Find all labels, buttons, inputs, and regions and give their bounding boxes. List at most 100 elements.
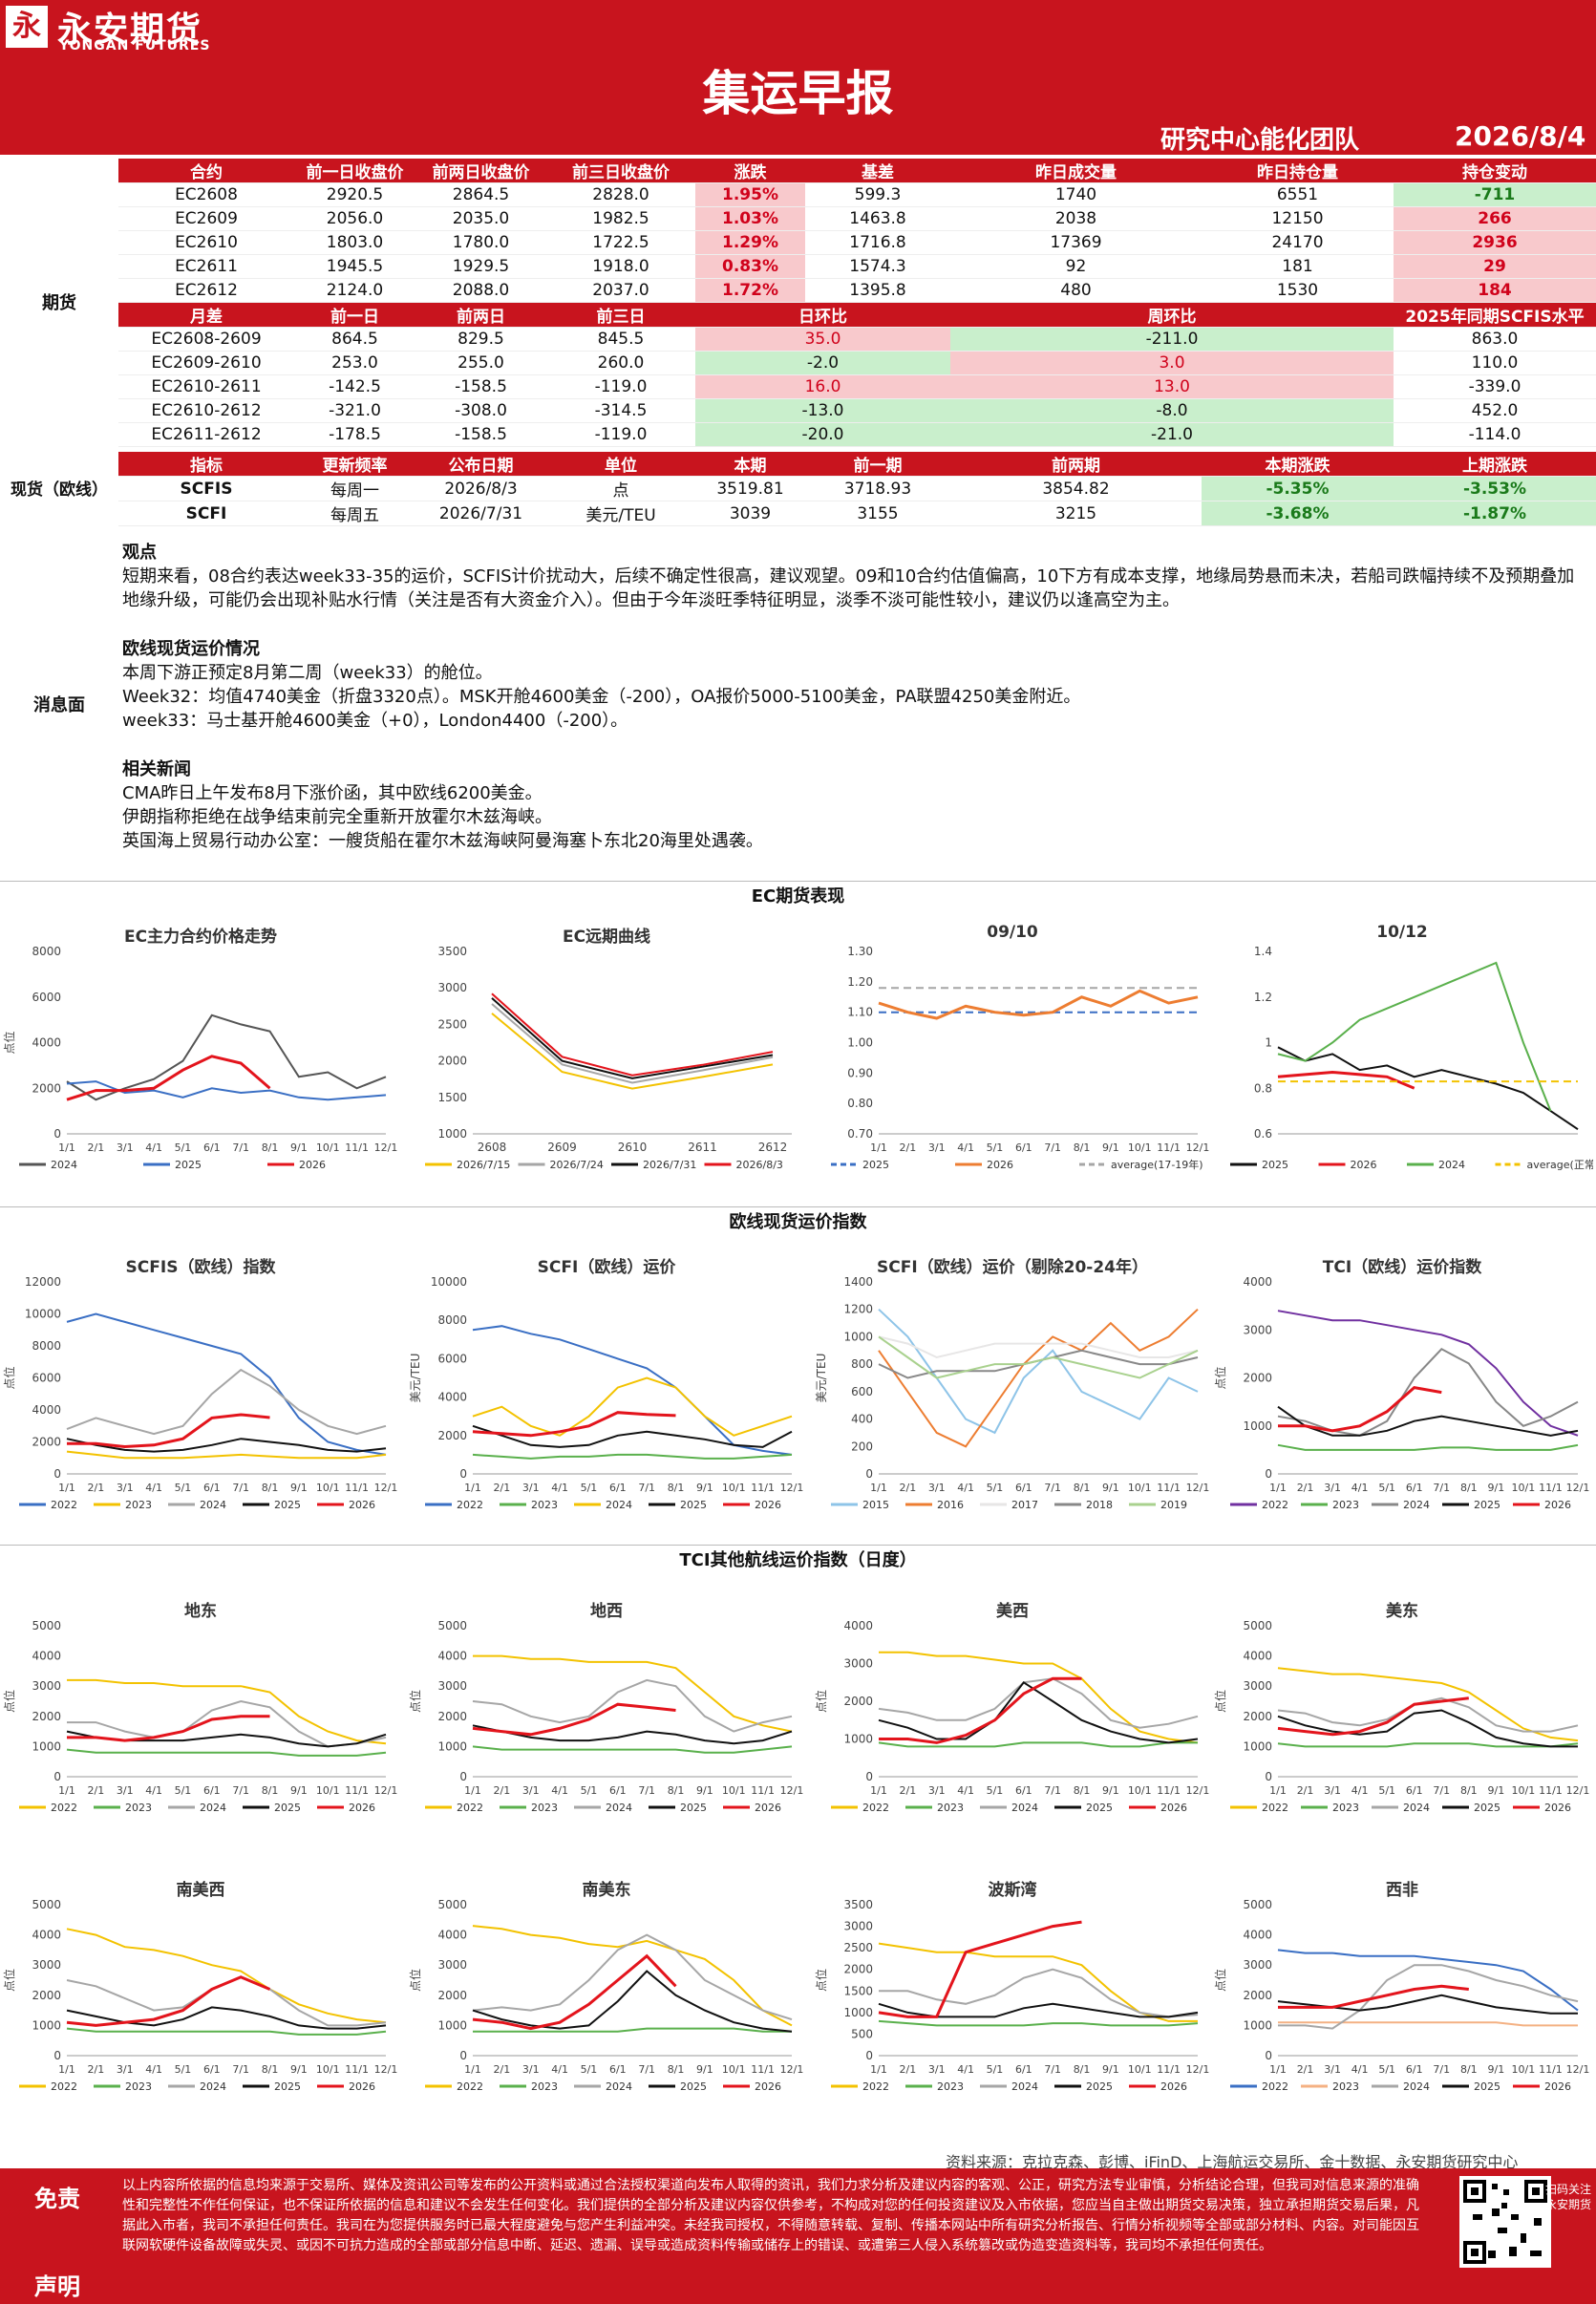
table-cell: 2037.0 — [546, 278, 695, 303]
y-tick-label: 1000 — [32, 1739, 61, 1753]
x-tick-label: 9/1 — [1102, 1784, 1119, 1797]
divider — [0, 881, 1596, 882]
y-axis-label: 点位 — [1213, 1690, 1227, 1713]
chart-title: 波斯湾 — [988, 1881, 1037, 1900]
y-tick-label: 1.30 — [847, 945, 873, 958]
futures-table: 合约 前一日收盘价 前两日收盘价 前三日收盘价 涨跌 基差 昨日成交量 昨日持仓量 持仓变动 EC… — [118, 159, 1596, 447]
y-axis-label: 美元/TEU — [409, 1354, 422, 1403]
y-tick-label: 3000 — [32, 1958, 61, 1972]
x-tick-label: 1/1 — [870, 1141, 887, 1154]
y-tick-label: 4000 — [32, 1403, 61, 1417]
x-tick-label: 4/1 — [957, 1141, 974, 1154]
legend-label: 2022 — [51, 1499, 77, 1511]
x-tick-label: 1/1 — [1269, 1482, 1287, 1494]
x-tick-label: 11/1 — [1539, 1784, 1563, 1797]
y-axis-label: 点位 — [2, 1690, 16, 1713]
x-tick-label: 11/1 — [1157, 2063, 1181, 2076]
table-cell: -119.0 — [546, 374, 695, 399]
legend-label: 2025 — [1474, 1802, 1500, 1814]
x-tick-label: 8/1 — [1074, 2063, 1091, 2076]
table-cell: -142.5 — [294, 374, 415, 399]
table-cell: -158.5 — [415, 422, 546, 447]
disclaimer-label-1: 免责 — [34, 2186, 80, 2212]
table-cell: -2.0 — [695, 351, 950, 375]
chart-plot: 5000 4000 3000 2000 1000 0 点位 1/1 2/1 3/1 4/1 5/1 6/… — [1213, 1619, 1589, 1814]
x-tick-label: 8/1 — [262, 1482, 279, 1494]
team-name: 研究中心能化团队 — [1160, 126, 1360, 155]
table-cell: 29 — [1394, 254, 1596, 279]
table-cell: -1.87% — [1394, 501, 1596, 526]
table-cell: 1803.0 — [294, 230, 415, 255]
x-tick-label: 6/1 — [1015, 1784, 1032, 1797]
x-tick-label: 6/1 — [609, 1482, 627, 1494]
x-tick-label: 7/1 — [232, 1784, 249, 1797]
y-tick-label: 2500 — [843, 1941, 873, 1954]
x-tick-label: 1/1 — [870, 2063, 887, 2076]
chart-plot: 1.4 1.2 1 0.8 0.6 2025 2026 2024 average(正常年份) — [1230, 945, 1593, 1171]
y-tick-label: 4000 — [437, 1650, 467, 1663]
x-tick-label: 12/1 — [1186, 1141, 1210, 1154]
x-tick-label: 1/1 — [464, 1784, 481, 1797]
x-tick-label: 2/1 — [1297, 1784, 1314, 1797]
y-tick-label: 1500 — [843, 1984, 873, 1997]
y-tick-label: 0 — [865, 1770, 873, 1783]
legend-label: 2026 — [1160, 2080, 1187, 2093]
x-tick-label: 5/1 — [581, 2063, 598, 2076]
legend-label: 2024 — [1438, 1159, 1465, 1171]
x-tick-label: 10/1 — [316, 2063, 340, 2076]
table-cell: 35.0 — [695, 327, 950, 352]
legend-label: 2025 — [1474, 1499, 1500, 1511]
x-tick-label: 10/1 — [1512, 1482, 1536, 1494]
y-tick-label: 4000 — [32, 1036, 61, 1050]
x-tick-label: 11/1 — [751, 1482, 775, 1494]
legend-label: 2024 — [200, 1499, 226, 1511]
y-tick-label: 0 — [53, 1127, 61, 1141]
y-tick-label: 1000 — [437, 2018, 467, 2032]
table-cell: EC2610 — [118, 230, 294, 255]
column-header: 公布日期 — [415, 452, 546, 477]
y-tick-label: 2000 — [437, 1710, 467, 1723]
y-tick-label: 800 — [851, 1357, 873, 1371]
series-line — [878, 1335, 1199, 1359]
x-tick-label: 2/1 — [1297, 2063, 1314, 2076]
series-line — [1277, 1696, 1579, 1733]
legend-label: 2024 — [1403, 1802, 1430, 1814]
y-tick-label: 5000 — [32, 1898, 61, 1911]
related-news-line: CMA昨日上午发布8月下涨价函，其中欧线6200美金。 — [122, 783, 543, 803]
line-chart: 3500 3000 2500 2000 1500 1000 500 0 点位 1/1 2/1 3/1 4… — [812, 1863, 1213, 2123]
table-cell: 181 — [1202, 254, 1394, 279]
x-tick-label: 6/1 — [203, 1141, 221, 1154]
qr-caption: 扫码关注永安期货 — [1545, 2183, 1592, 2211]
column-header: 前两日收盘价 — [415, 159, 546, 183]
y-tick-label: 4000 — [32, 1929, 61, 1942]
table-cell: 1.03% — [695, 206, 805, 231]
legend-label: 2022 — [1262, 2080, 1288, 2093]
series-line — [1278, 2021, 1578, 2027]
series-line — [472, 1411, 676, 1438]
line-chart: 4000 3000 2000 1000 0 点位 1/1 2/1 3/1 4/1 5/1 6/1 7/1… — [1211, 1240, 1593, 1541]
x-tick-label: 12/1 — [1566, 2063, 1590, 2076]
legend-label: 2025 — [1474, 2080, 1500, 2093]
table-cell: -114.0 — [1394, 422, 1596, 447]
series-line — [472, 1376, 793, 1437]
x-tick-label: 5/1 — [1378, 1784, 1395, 1797]
y-tick-label: 1000 — [437, 1739, 467, 1753]
legend-label: 2022 — [457, 2080, 483, 2093]
series-line — [491, 1013, 774, 1090]
series-line — [491, 1003, 774, 1084]
chart-plot: 8000 6000 4000 2000 0 点位 1/1 2/1 3/1 4/1 5/1 6/1 7/1… — [2, 945, 397, 1171]
table-cell: 1.95% — [695, 182, 805, 207]
table-cell: 266 — [1394, 206, 1596, 231]
legend-label: 2025 — [680, 1802, 707, 1814]
column-header: 昨日成交量 — [950, 159, 1202, 183]
x-tick-label: 9/1 — [290, 1482, 308, 1494]
table-cell: 480 — [950, 278, 1202, 303]
x-tick-label: 3/1 — [928, 1141, 946, 1154]
legend-label: 2015 — [862, 1499, 889, 1511]
line-chart: 1.4 1.2 1 0.8 0.6 2025 2026 2024 average(正常年份) 10… — [1211, 909, 1593, 1201]
legend-label: average(17-19年) — [1111, 1158, 1203, 1171]
qr-code[interactable] — [1459, 2176, 1551, 2268]
y-tick-label: 2000 — [437, 1429, 467, 1442]
series-line — [1278, 1964, 1579, 2030]
x-tick-label: 9/1 — [1488, 1784, 1505, 1797]
